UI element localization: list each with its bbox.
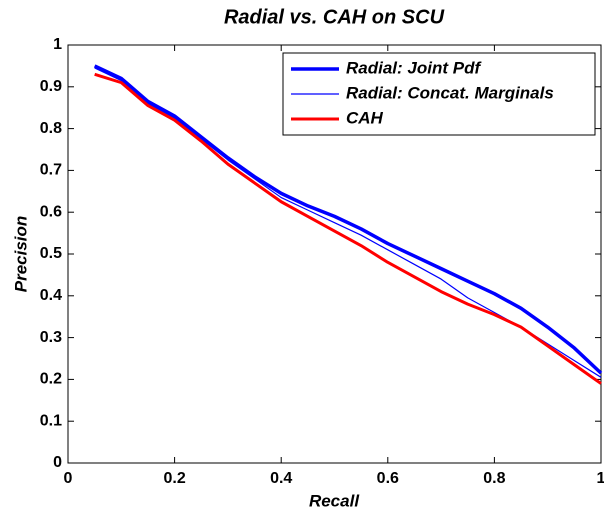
y-tick-label: 0.9 <box>40 78 62 95</box>
x-tick-label: 0.6 <box>377 470 399 487</box>
y-tick-label: 0.6 <box>40 203 62 220</box>
y-axis-label: Precision <box>11 216 30 293</box>
y-tick-label: 0.1 <box>40 412 62 429</box>
y-tick-label: 0.5 <box>40 245 62 262</box>
x-tick-label: 0.4 <box>270 470 292 487</box>
x-axis-label: Recall <box>309 491 360 510</box>
line-series <box>93 64 603 375</box>
legend-label: Radial: Joint Pdf <box>346 58 482 77</box>
x-tick-label: 0.8 <box>483 470 505 487</box>
y-tick-label: 0 <box>53 454 62 471</box>
x-tick-label: 1 <box>597 470 604 487</box>
x-tick-label: 0.2 <box>163 470 185 487</box>
y-tick-label: 0.7 <box>40 162 62 179</box>
legend-label: CAH <box>346 108 384 127</box>
line-series <box>94 72 602 385</box>
chart-title: Radial vs. CAH on SCU <box>224 6 445 28</box>
y-tick-label: 0.3 <box>40 329 62 346</box>
y-tick-label: 0.4 <box>40 287 62 304</box>
y-tick-label: 0.2 <box>40 371 62 388</box>
y-tick-label: 1 <box>53 36 62 53</box>
x-tick-label: 0 <box>64 470 73 487</box>
legend-label: Radial: Concat. Marginals <box>346 83 554 102</box>
y-tick-label: 0.8 <box>40 120 62 137</box>
